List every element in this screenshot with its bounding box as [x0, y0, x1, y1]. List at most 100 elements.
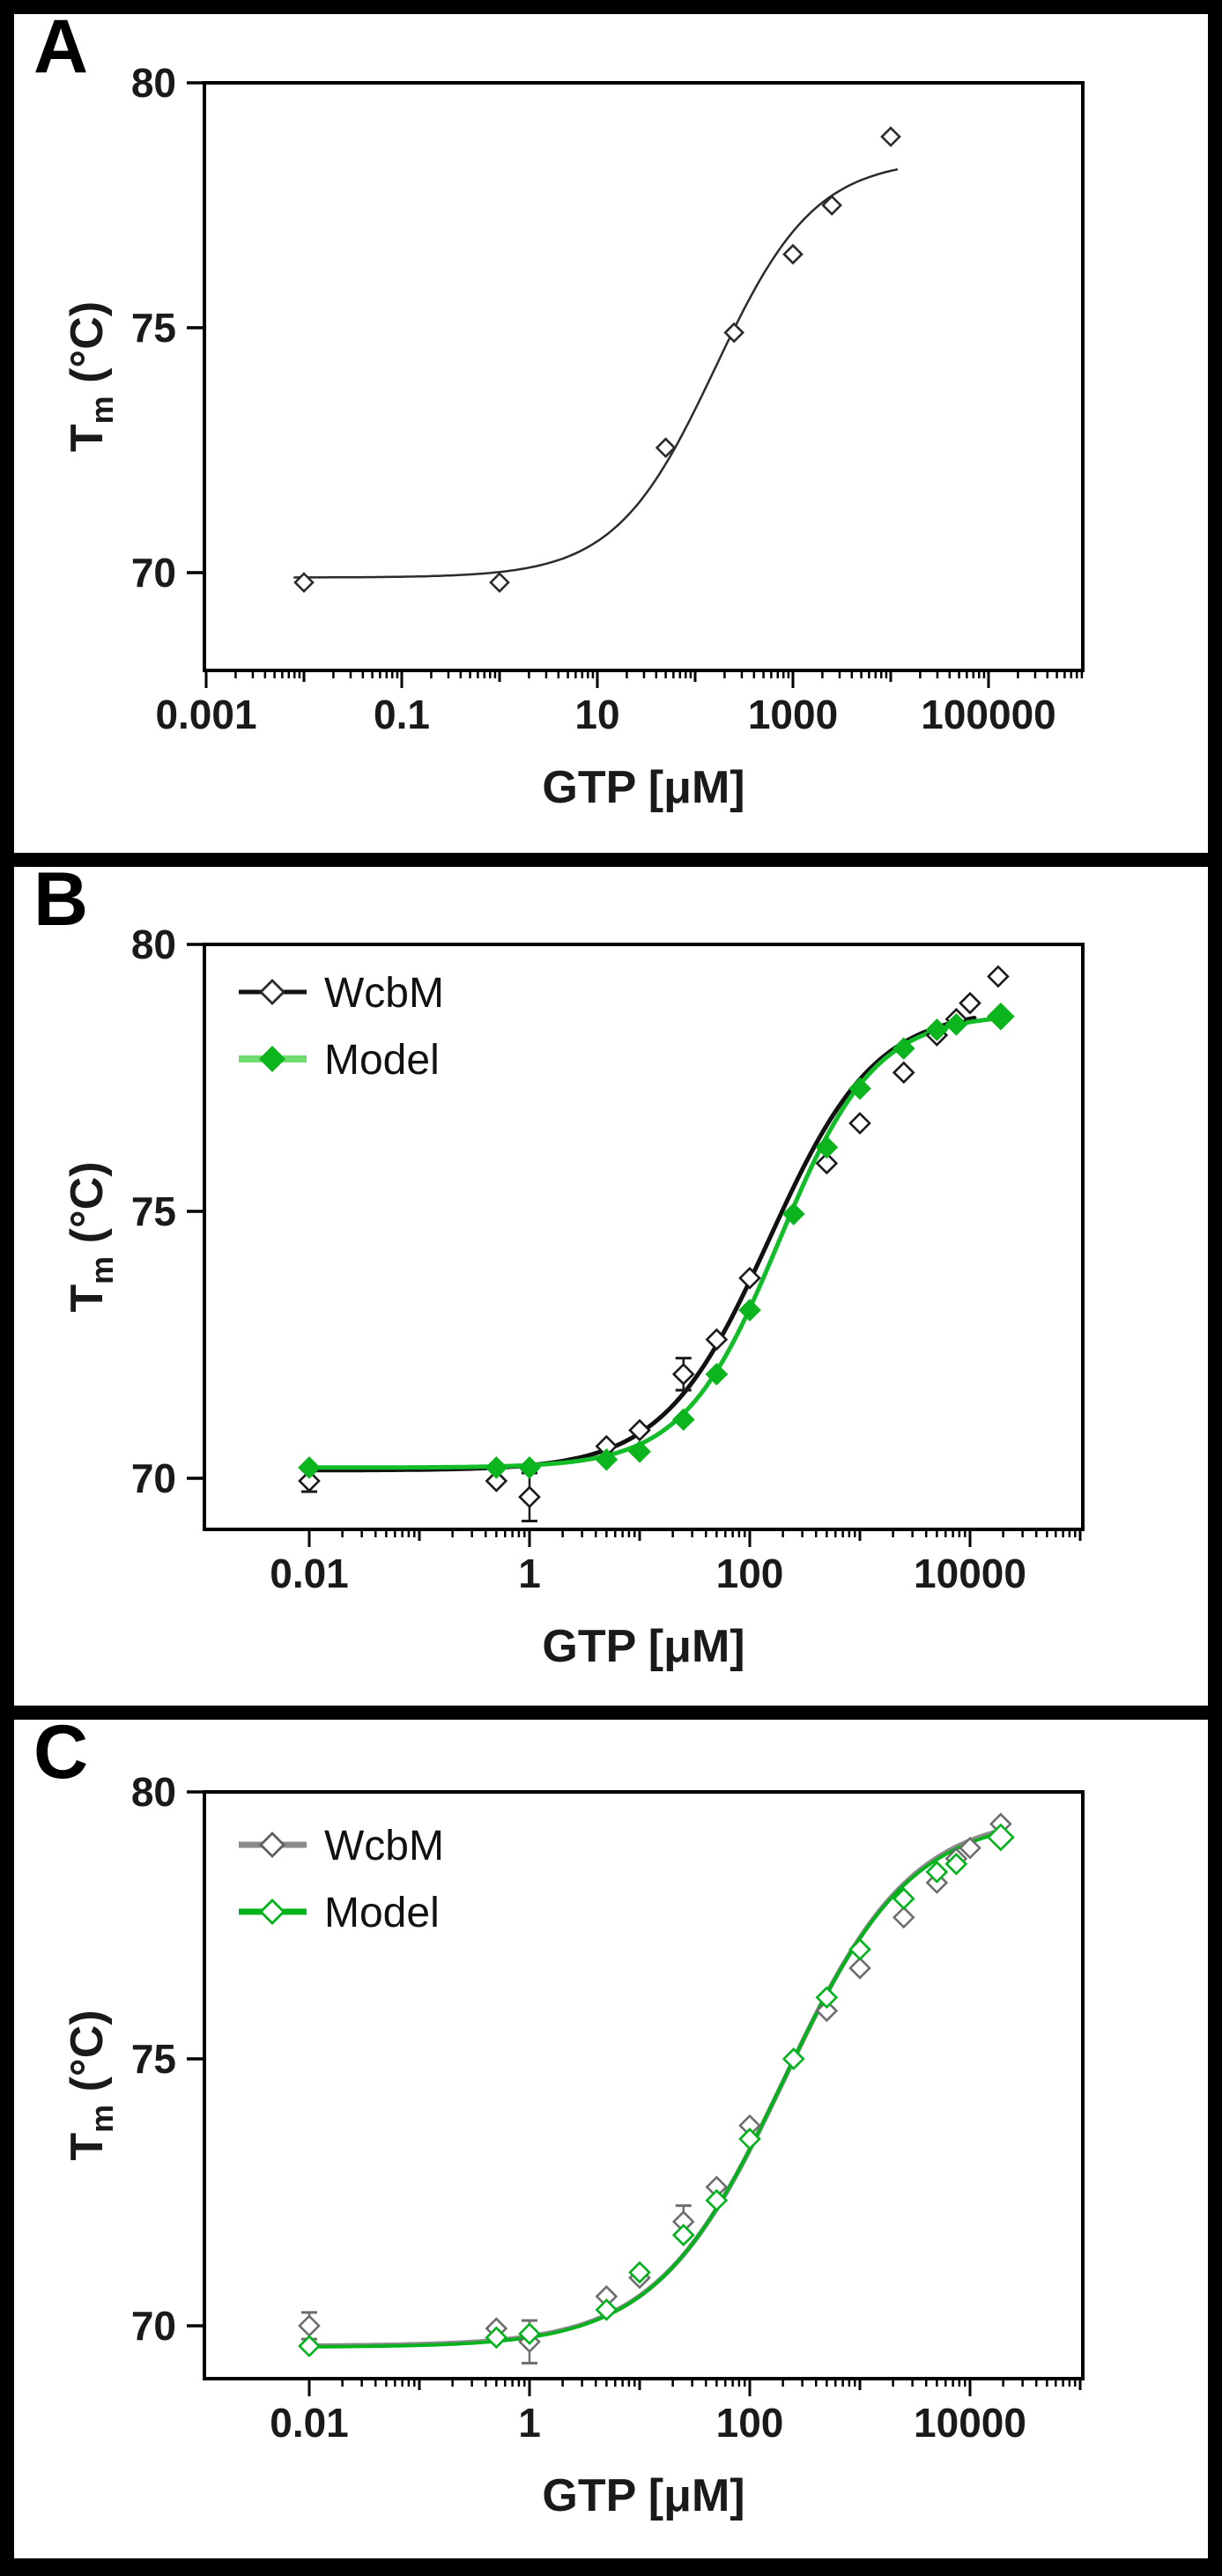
panel-a: A 80 75 70 0.001 0.1 10 1000 100000 GTP [μM] Tm (…: [14, 14, 1208, 853]
fit-curve-model: [307, 1016, 999, 1470]
data-point-model: [781, 2047, 805, 2070]
data-point-wcbm: [892, 1061, 915, 1084]
data-point-model: [925, 1018, 949, 1041]
panel-b: B 80 75 70 0.01 1 100 10000 GTP [μM] Tm (°C) WcbM…: [14, 867, 1208, 1706]
data-point-model: [485, 2326, 508, 2350]
data-point-model: [671, 2224, 695, 2247]
y-axis-title: Tm (°C): [62, 301, 120, 452]
legend-marker-model: [259, 1899, 285, 1925]
data-point-model: [925, 1861, 949, 1884]
fit-curve-model: [307, 1831, 1003, 2349]
y-tick-label: 80: [131, 1769, 176, 1815]
data-point-model: [595, 1447, 618, 1471]
x-tick-label: 100: [716, 2400, 784, 2446]
data-point-wcbm: [821, 195, 843, 216]
data-point-wcbm: [298, 2314, 321, 2337]
data-point-wcbm: [723, 322, 745, 344]
data-point-model: [892, 1037, 915, 1061]
legend-label-model: Model: [324, 1890, 440, 1936]
data-point-wcbm: [815, 1999, 839, 2023]
panel-c: C 80 75 70 0.01 1 100 10000 GTP [μM] Tm (°C) WcbM…: [14, 1720, 1208, 2558]
data-point-wcbm: [848, 1957, 871, 1980]
data-point-model: [815, 1986, 839, 2010]
data-point-model: [485, 1456, 508, 1479]
panel-label-b: B: [33, 867, 89, 942]
x-axis-title: GTP [μM]: [542, 2470, 744, 2521]
x-tick-label: 100000: [921, 692, 1056, 737]
x-tick-label: 0.001: [155, 692, 256, 737]
data-point-model: [738, 2128, 761, 2150]
x-tick-label: 0.01: [270, 1551, 349, 1596]
data-point-wcbm: [489, 572, 510, 593]
x-tick-label: 0.01: [270, 2400, 349, 2446]
data-point-model: [987, 1823, 1015, 1852]
y-tick-label: 70: [131, 550, 176, 596]
x-tick-label: 10000: [914, 1551, 1026, 1596]
data-point-model: [298, 1456, 321, 1479]
data-point-model: [944, 1013, 968, 1036]
plot-frame: [203, 1790, 1085, 2380]
x-axis-title: GTP [μM]: [542, 762, 744, 813]
data-point-wcbm: [298, 1469, 321, 1492]
panel-label-c: C: [33, 1720, 89, 1795]
legend-marker-wcbm: [259, 979, 285, 1005]
y-tick-label: 70: [131, 2303, 176, 2349]
legend-label-model: Model: [324, 1037, 440, 1084]
data-point-wcbm: [671, 1362, 695, 1386]
x-tick-label: 10000: [914, 2400, 1026, 2446]
fit-curve-wcbm: [307, 1016, 977, 1473]
data-point-wcbm: [655, 437, 677, 459]
data-point-model: [518, 1456, 541, 1479]
data-point-model: [628, 2261, 651, 2284]
data-point-model: [944, 1852, 968, 1876]
y-tick-label: 80: [131, 922, 176, 967]
x-tick-label: 1: [518, 1551, 541, 1596]
data-point-wcbm: [485, 1469, 508, 1492]
data-point-model: [705, 2188, 729, 2212]
legend-label-wcbm: WcbM: [324, 1823, 444, 1869]
data-point-model: [892, 1887, 915, 1911]
x-axis-title: GTP [μM]: [542, 1621, 744, 1672]
panel-label-a: A: [33, 14, 89, 89]
y-tick-label: 80: [131, 60, 176, 106]
data-point-wcbm: [705, 1328, 729, 1351]
data-point-wcbm: [518, 1485, 541, 1509]
data-point-model: [595, 2298, 618, 2321]
data-point-wcbm: [293, 572, 315, 593]
data-point-wcbm: [892, 1906, 915, 1929]
data-point-wcbm: [959, 991, 981, 1015]
data-point-model: [298, 2335, 321, 2358]
x-tick-label: 100: [716, 1551, 784, 1596]
data-point-wcbm: [815, 1151, 839, 1175]
data-point-model: [848, 1937, 871, 1961]
data-point-wcbm: [987, 965, 1010, 988]
plot-frame: [203, 81, 1085, 672]
data-point-model: [987, 1002, 1015, 1031]
legend-marker-model: [259, 1046, 285, 1072]
data-point-model: [628, 1440, 651, 1463]
data-point-wcbm: [628, 1418, 651, 1442]
data-point-model: [781, 1203, 805, 1225]
x-tick-label: 1: [518, 2400, 541, 2446]
data-point-model: [518, 2322, 541, 2345]
data-point-wcbm: [880, 126, 901, 147]
data-point-wcbm: [782, 243, 804, 265]
legend-label-wcbm: WcbM: [324, 970, 444, 1017]
data-point-model: [848, 1077, 871, 1100]
data-point-wcbm: [959, 1836, 981, 1860]
data-point-wcbm: [738, 1266, 761, 1290]
fit-curve-wcbm: [293, 168, 899, 579]
x-tick-label: 10: [574, 692, 619, 737]
data-point-model: [815, 1136, 839, 1159]
y-tick-label: 75: [131, 305, 176, 351]
y-tick-label: 75: [131, 1188, 176, 1234]
x-tick-label: 1000: [748, 692, 838, 737]
data-point-model: [705, 1362, 729, 1386]
data-point-model: [738, 1299, 761, 1321]
plot-frame: [203, 943, 1085, 1531]
data-point-model: [671, 1408, 695, 1432]
plot-c: 80 75 70 0.01 1 100 10000 GTP [μM] Tm (°C) WcbM Mo…: [62, 1769, 1085, 2521]
y-axis-title: Tm (°C): [62, 1161, 120, 1312]
y-tick-label: 75: [131, 2036, 176, 2082]
